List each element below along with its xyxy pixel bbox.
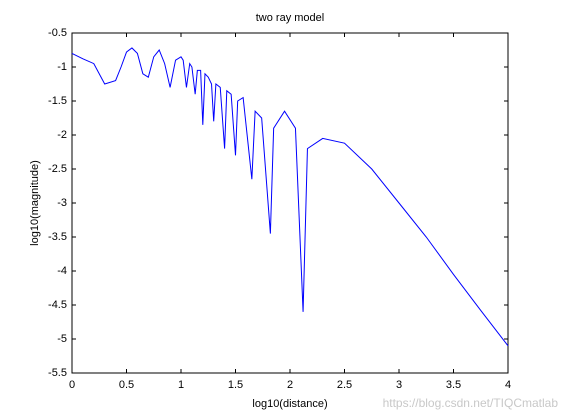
x-tick-label: 3.5 [446,379,461,391]
y-tick-label: -5 [57,333,67,345]
y-tick-label: -2.5 [48,163,67,175]
x-axis-label: log10(distance) [252,398,327,410]
x-tick-label: 1.5 [228,379,243,391]
x-tick-label: 1 [178,379,184,391]
y-axis-label: log10(magnitude) [29,160,41,246]
x-tick-label: 0.5 [119,379,134,391]
x-tick-label: 4 [505,379,511,391]
y-tick-label: -3.5 [48,231,67,243]
y-tick-label: -1 [57,61,67,73]
x-tick-label: 2.5 [337,379,352,391]
y-tick-label: -1.5 [48,95,67,107]
y-tick-label: -4.5 [48,299,67,311]
y-tick-label: -5.5 [48,367,67,379]
y-tick-label: -2 [57,129,67,141]
chart-title: two ray model [256,12,324,24]
x-tick-label: 0 [69,379,75,391]
x-tick-label: 2 [287,379,293,391]
y-tick-label: -0.5 [48,27,67,39]
y-tick-label: -4 [57,265,67,277]
x-tick-label: 3 [396,379,402,391]
y-tick-label: -3 [57,197,67,209]
data-line [71,47,509,347]
watermark: https://blog.csdn.net/TIQCmatlab [383,396,559,410]
